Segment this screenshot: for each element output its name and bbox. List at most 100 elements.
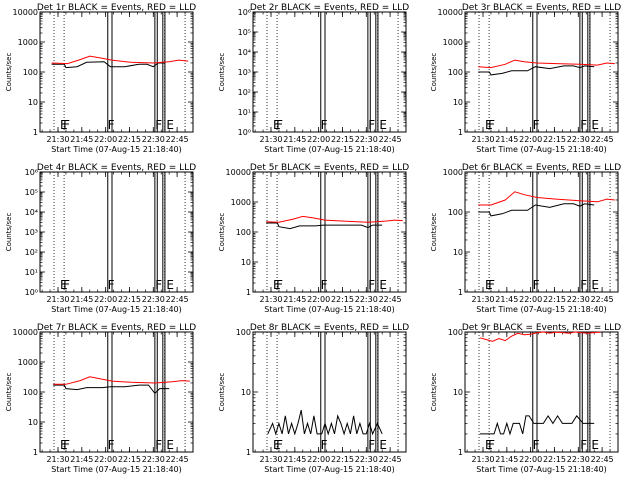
flag-e-label: E (485, 278, 493, 292)
flag-e-label: E (485, 438, 493, 452)
y-axis-label: Counts/sec (218, 53, 226, 92)
lld-rate-line (266, 215, 403, 223)
y-tick-label: 100 (448, 328, 463, 337)
x-tick-label: 21:45 (283, 295, 306, 304)
y-axis-label: Counts/sec (218, 373, 226, 412)
x-tick-label: 21:30 (471, 135, 494, 144)
flag-f-label: F (321, 278, 328, 292)
flag-e-label: E (485, 118, 493, 132)
flag-f-label: F (368, 118, 375, 132)
x-tick-label: 21:45 (70, 455, 93, 464)
y-tick-label: 10000 (226, 168, 251, 177)
chart-panel-6: Det 6r BLACK = Events, RED = LLD 1 10 100 10… (430, 163, 621, 314)
x-tick-label: 22:45 (379, 295, 402, 304)
x-tick-label: 22:30 (355, 295, 378, 304)
flag-f-label: F (488, 118, 495, 132)
x-tick-label: 22:15 (118, 135, 141, 144)
flag-f-label: F (488, 438, 495, 452)
chart-title: Det 7r BLACK = Events, RED = LLD (37, 323, 196, 333)
x-tick-label: 22:00 (519, 455, 542, 464)
y-tick-label: 1000 (231, 198, 251, 207)
x-tick-label: 22:30 (142, 135, 165, 144)
x-axis-label: Start Time (07-Aug-15 21:18:40) (476, 465, 607, 474)
flag-f-label: F (63, 278, 70, 292)
x-axis-label: Start Time (07-Aug-15 21:18:40) (264, 305, 395, 314)
x-tick-label: 21:30 (259, 295, 282, 304)
y-tick-label: 100 (448, 68, 463, 77)
flag-e-label: E (273, 118, 281, 132)
y-tick-label: 10⁵ (25, 188, 38, 197)
chart-panel-3: Det 3r BLACK = Events, RED = LLD 1 10 100 10… (430, 3, 621, 154)
y-tick-label: 1000 (18, 38, 38, 47)
y-tick-label: 100 (23, 388, 38, 397)
flag-f-label: F (533, 438, 540, 452)
y-tick-label: 10000 (13, 328, 38, 337)
flag-e-label: E (379, 438, 387, 452)
x-tick-label: 22:30 (567, 135, 590, 144)
y-tick-label: 100 (448, 208, 463, 217)
x-tick-label: 22:30 (355, 455, 378, 464)
x-tick-label: 21:30 (259, 135, 282, 144)
flag-e-label: E (379, 118, 387, 132)
y-tick-label: 100 (236, 328, 251, 337)
x-tick-label: 22:45 (591, 295, 614, 304)
flag-f-label: F (108, 118, 115, 132)
plot-frame (39, 171, 194, 293)
flag-f-label: F (108, 438, 115, 452)
flag-f-label: F (63, 118, 70, 132)
chart-title: Det 9r BLACK = Events, RED = LLD (462, 323, 621, 333)
y-tick-label: 10⁴ (238, 48, 251, 57)
y-axis-label: Counts/sec (430, 53, 438, 92)
y-tick-label: 1000 (443, 38, 463, 47)
y-tick-label: 1 (458, 128, 463, 137)
flag-f-label: F (155, 118, 162, 132)
x-axis-label: Start Time (07-Aug-15 21:18:40) (51, 465, 182, 474)
x-tick-label: 22:15 (118, 455, 141, 464)
plot-frame (39, 11, 194, 133)
y-tick-label: 100 (236, 228, 251, 237)
y-tick-label: 10² (238, 88, 251, 97)
y-axis-label: Counts/sec (5, 53, 13, 92)
x-axis-label: Start Time (07-Aug-15 21:18:40) (476, 145, 607, 154)
x-tick-label: 22:45 (166, 135, 189, 144)
flag-e-label: E (166, 438, 174, 452)
flag-f-label: F (321, 118, 328, 132)
plot-frame (464, 171, 619, 293)
x-axis-label: Start Time (07-Aug-15 21:18:40) (51, 145, 182, 154)
flag-e-label: E (591, 438, 599, 452)
y-tick-label: 10000 (13, 8, 38, 17)
x-tick-label: 22:30 (567, 455, 590, 464)
y-tick-label: 1 (458, 448, 463, 457)
flag-f-label: F (533, 118, 540, 132)
chart-panel-8: Det 8r BLACK = Events, RED = LLD 1 10 100 Co… (218, 323, 409, 474)
flag-f-label: F (321, 438, 328, 452)
chart-panel-2: Det 2r BLACK = Events, RED = LLD 10⁰ 10¹ 10… (218, 3, 409, 154)
x-tick-label: 22:15 (543, 295, 566, 304)
y-tick-label: 10000 (438, 8, 463, 17)
x-tick-label: 22:45 (166, 295, 189, 304)
x-tick-label: 21:30 (46, 295, 69, 304)
flag-f-label: F (580, 118, 587, 132)
y-tick-label: 10 (453, 388, 463, 397)
x-tick-label: 22:00 (307, 455, 330, 464)
x-tick-label: 21:45 (70, 295, 93, 304)
event-rate-line (267, 409, 383, 436)
x-tick-label: 22:30 (142, 295, 165, 304)
flag-f-label: F (276, 118, 283, 132)
event-rate-line (51, 61, 165, 69)
y-axis-label: Counts/sec (430, 213, 438, 252)
y-tick-label: 10³ (25, 228, 38, 237)
x-tick-label: 22:15 (331, 135, 354, 144)
flag-f-label: F (533, 278, 540, 292)
x-tick-label: 21:45 (495, 295, 518, 304)
x-tick-label: 22:15 (543, 135, 566, 144)
y-tick-label: 10 (241, 258, 251, 267)
flag-e-label: E (273, 438, 281, 452)
x-tick-label: 21:45 (495, 455, 518, 464)
x-tick-label: 21:45 (283, 135, 306, 144)
x-tick-label: 21:30 (259, 455, 282, 464)
flag-f-label: F (368, 278, 375, 292)
event-rate-line (53, 384, 170, 395)
flag-f-label: F (276, 438, 283, 452)
